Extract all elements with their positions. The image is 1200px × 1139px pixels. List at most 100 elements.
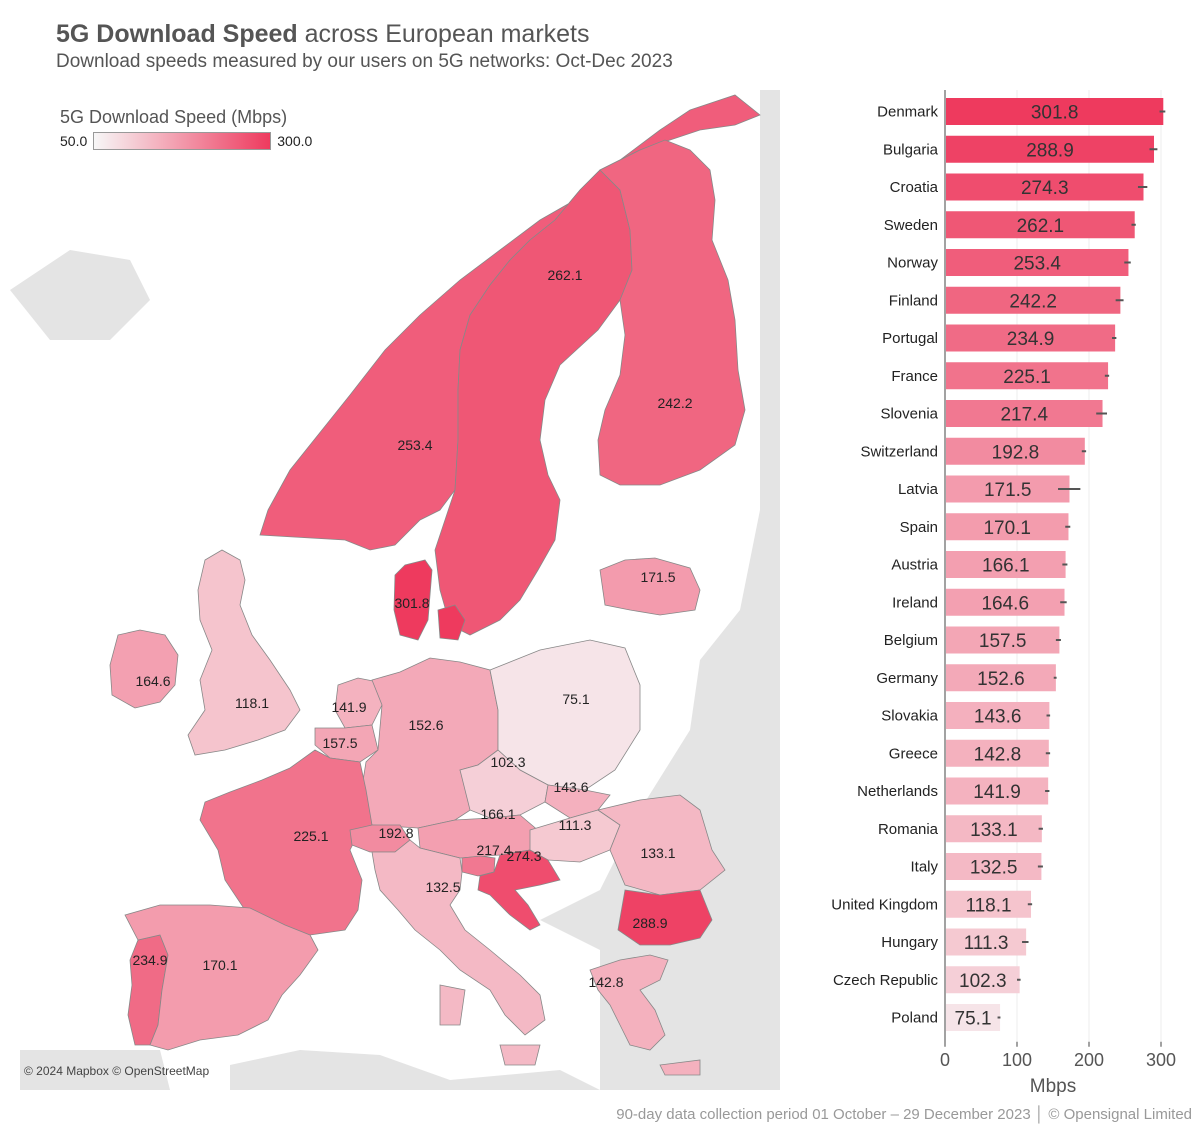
value-label-netherlands: 141.9: [973, 782, 1021, 803]
bar-croatia[interactable]: [946, 173, 1144, 201]
country-latvia[interactable]: [599, 557, 701, 616]
legend-title: 5G Download Speed (Mbps): [60, 107, 288, 127]
map-label-united-kingdom: 118.1: [235, 695, 269, 711]
color-legend: 5G Download Speed (Mbps) 50.0 300.0: [60, 107, 312, 150]
country-belgium[interactable]: [314, 724, 379, 763]
legend-max-label: 300.0: [277, 133, 313, 149]
x-tick-label-100: 100: [1002, 1050, 1032, 1070]
category-label-czech-republic: Czech Republic: [833, 972, 939, 989]
map-label-portugal: 234.9: [132, 952, 167, 968]
map-background-land: [10, 90, 780, 1090]
bar-france[interactable]: [946, 362, 1109, 390]
map-label-ireland: 164.6: [135, 673, 170, 689]
legend-scale: 50.0 300.0: [60, 132, 312, 150]
map-label-france: 225.1: [293, 828, 328, 844]
category-label-denmark: Denmark: [877, 104, 938, 121]
map-label-switzerland: 192.8: [378, 825, 413, 841]
map-label-croatia: 274.3: [506, 848, 541, 864]
map-label-czech-republic: 102.3: [490, 754, 525, 770]
bar-portugal[interactable]: [946, 324, 1116, 352]
value-label-poland: 75.1: [955, 1009, 992, 1030]
map-label-austria: 166.1: [480, 806, 515, 822]
value-label-czech-republic: 102.3: [959, 971, 1007, 992]
bar-sweden[interactable]: [946, 211, 1135, 239]
europe-map[interactable]: 262.1 242.2 253.4 171.5 301.8 164.6 118.1 141.9…: [0, 90, 780, 1090]
bar-poland[interactable]: [946, 1004, 1001, 1031]
category-label-slovenia: Slovenia: [880, 406, 938, 423]
map-label-bulgaria: 288.9: [632, 915, 667, 931]
x-tick-label-0: 0: [940, 1050, 950, 1070]
map-label-netherlands: 141.9: [331, 699, 366, 715]
category-label-romania: Romania: [878, 821, 939, 838]
country-spain[interactable]: [124, 904, 319, 1051]
x-tick-label-200: 200: [1074, 1050, 1104, 1070]
map-value-labels: 262.1 242.2 253.4 171.5 301.8 164.6 118.1 141.9…: [132, 267, 692, 990]
bar-netherlands[interactable]: [946, 777, 1049, 805]
bar-united-kingdom[interactable]: [946, 890, 1032, 918]
value-label-france: 225.1: [1003, 367, 1051, 388]
country-netherlands[interactable]: [334, 677, 383, 729]
bar-greece[interactable]: [946, 739, 1049, 767]
country-bulgaria[interactable]: [617, 889, 713, 946]
country-greece[interactable]: [589, 954, 701, 1076]
country-sweden[interactable]: [434, 169, 633, 636]
category-label-austria: Austria: [891, 557, 938, 574]
category-label-belgium: Belgium: [884, 632, 938, 649]
value-label-italy: 132.5: [970, 858, 1018, 879]
country-united-kingdom[interactable]: [187, 549, 301, 756]
value-label-romania: 133.1: [970, 820, 1018, 841]
map-attribution[interactable]: © 2024 Mapbox © OpenStreetMap: [24, 1064, 210, 1078]
map-label-finland: 242.2: [657, 395, 692, 411]
category-label-spain: Spain: [900, 519, 938, 536]
bar-finland[interactable]: [946, 286, 1121, 314]
bar-slovakia[interactable]: [946, 702, 1050, 729]
bar-slovenia[interactable]: [946, 400, 1103, 427]
value-label-germany: 152.6: [977, 669, 1025, 690]
chart-title-bold: 5G Download Speed: [56, 20, 298, 48]
chart-title: 5G Download Speed across European market…: [56, 20, 673, 49]
map-label-poland: 75.1: [562, 691, 589, 707]
bar-germany[interactable]: [946, 664, 1056, 692]
europe-map-svg[interactable]: 262.1 242.2 253.4 171.5 301.8 164.6 118.1 141.9…: [0, 90, 780, 1090]
map-label-spain: 170.1: [202, 957, 237, 973]
country-romania[interactable]: [597, 794, 726, 896]
country-ireland[interactable]: [109, 629, 179, 709]
country-finland[interactable]: [597, 139, 746, 486]
category-label-france: France: [891, 368, 938, 385]
bar-denmark[interactable]: [946, 98, 1164, 125]
bar-spain[interactable]: [946, 513, 1069, 541]
category-label-portugal: Portugal: [882, 330, 938, 347]
category-label-germany: Germany: [876, 670, 938, 687]
map-countries[interactable]: [109, 94, 761, 1076]
bar-austria[interactable]: [946, 551, 1066, 578]
country-italy[interactable]: [371, 839, 546, 1066]
country-croatia[interactable]: [477, 849, 561, 931]
category-label-ireland: Ireland: [892, 594, 938, 611]
bar-switzerland[interactable]: [946, 437, 1085, 465]
map-label-norway: 253.4: [397, 437, 432, 453]
bar-italy[interactable]: [946, 853, 1042, 880]
country-denmark[interactable]: [393, 559, 466, 641]
bar-czech-republic[interactable]: [946, 966, 1020, 994]
category-label-italy: Italy: [910, 859, 938, 876]
category-label-latvia: Latvia: [898, 481, 939, 498]
value-label-denmark: 301.8: [1031, 103, 1079, 124]
bar-bulgaria[interactable]: [946, 135, 1155, 163]
chart-title-rest: across European markets: [297, 20, 590, 48]
category-label-united-kingdom: United Kingdom: [831, 896, 938, 913]
legend-gradient-bar: [93, 132, 272, 150]
bar-norway[interactable]: [946, 249, 1129, 276]
bar-ireland[interactable]: [946, 588, 1065, 616]
bar-latvia[interactable]: [946, 475, 1070, 503]
x-tick-label-300: 300: [1146, 1050, 1176, 1070]
country-france[interactable]: [199, 749, 373, 936]
bar-romania[interactable]: [946, 815, 1042, 843]
category-label-hungary: Hungary: [881, 934, 938, 951]
category-label-norway: Norway: [887, 255, 938, 272]
map-label-germany: 152.6: [408, 717, 443, 733]
value-label-croatia: 274.3: [1021, 178, 1069, 199]
map-label-greece: 142.8: [588, 974, 623, 990]
bar-chart: Denmark 301.8 Bulgaria 288.9 Croatia 274.3 Swe…: [780, 90, 1200, 1100]
bar-belgium[interactable]: [946, 626, 1060, 654]
bar-hungary[interactable]: [946, 928, 1027, 956]
